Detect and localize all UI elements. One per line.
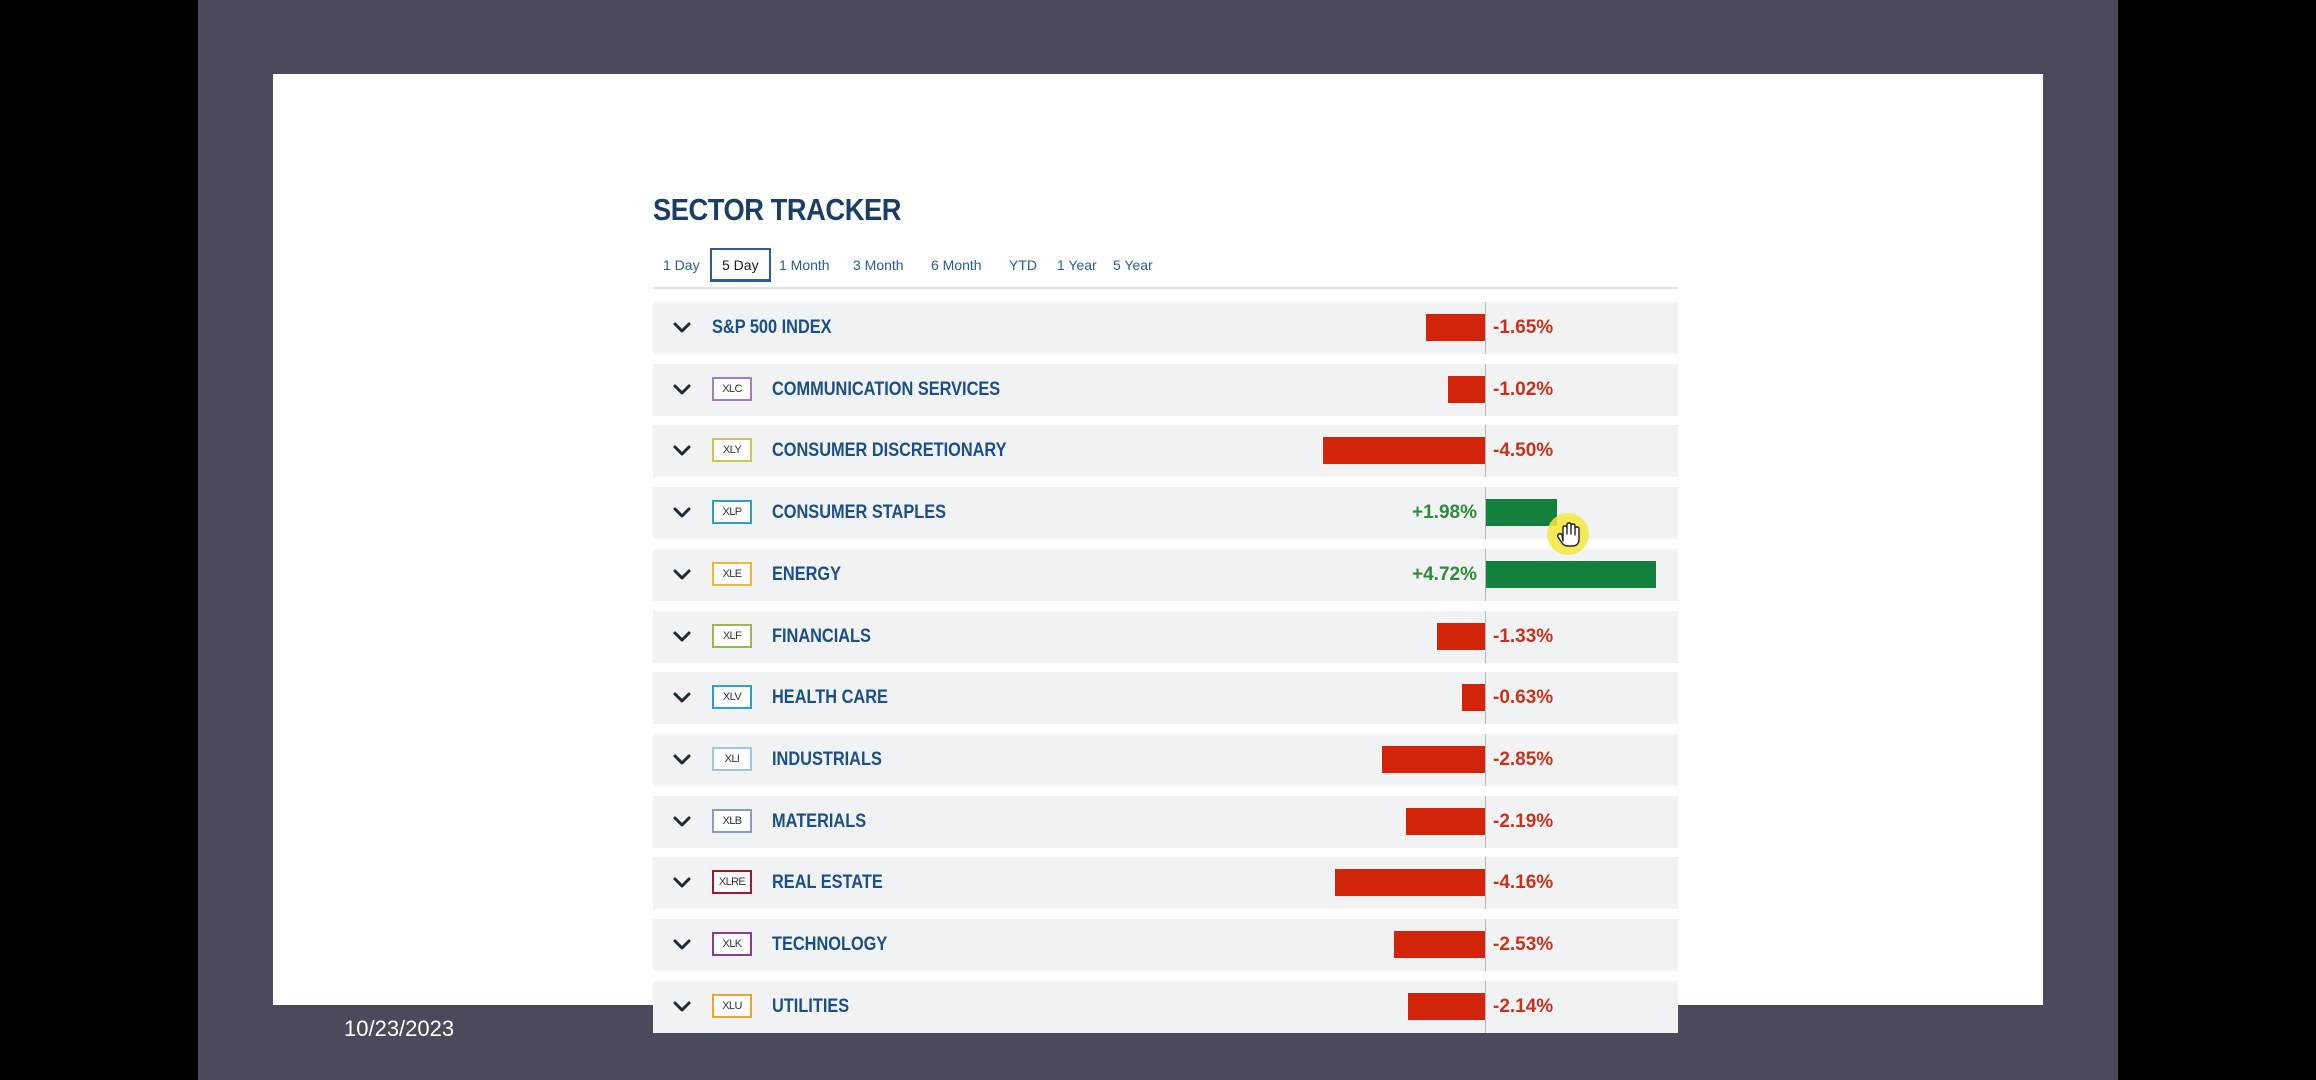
chevron-down-icon[interactable] — [671, 439, 693, 461]
change-bar — [1382, 746, 1485, 773]
presentation-frame: SECTOR TRACKER 1 Day 5 Day 1 Month 3 Month 6… — [198, 0, 2118, 1080]
ticker-badge: XLY — [712, 438, 752, 462]
change-bar — [1407, 993, 1485, 1020]
zero-axis-line — [1485, 796, 1486, 848]
chevron-down-icon[interactable] — [671, 563, 693, 585]
chevron-down-icon[interactable] — [671, 625, 693, 647]
period-tabs: 1 Day 5 Day 1 Month 3 Month 6 Month YTD 1 Year… — [653, 247, 1678, 289]
zero-axis-line — [1485, 487, 1486, 539]
change-percent: -2.53% — [1493, 934, 1554, 955]
change-percent: -1.33% — [1493, 626, 1554, 647]
ticker-badge: XLU — [712, 994, 752, 1018]
zero-axis-line — [1485, 425, 1486, 477]
sector-name: CONSUMER STAPLES — [772, 502, 947, 523]
sector-row-consumer-discretionary[interactable]: XLY CONSUMER DISCRETIONARY -4.50% — [653, 425, 1678, 477]
sector-name: ENERGY — [772, 564, 842, 585]
change-percent: -1.65% — [1493, 317, 1554, 338]
change-percent: -2.85% — [1493, 749, 1554, 770]
change-percent: -0.63% — [1493, 687, 1554, 708]
tab-3-month[interactable]: 3 Month — [853, 257, 904, 273]
change-bar — [1462, 684, 1485, 711]
zero-axis-line — [1485, 857, 1486, 909]
sector-name: MATERIALS — [772, 811, 867, 832]
sector-row-real-estate[interactable]: XLRE REAL ESTATE -4.16% — [653, 857, 1678, 909]
sector-name: TECHNOLOGY — [772, 934, 888, 955]
chevron-down-icon[interactable] — [671, 933, 693, 955]
sector-row-sandp-500-index[interactable]: S&P 500 INDEX -1.65% — [653, 302, 1678, 354]
sector-row-utilities[interactable]: XLU UTILITIES -2.14% — [653, 981, 1678, 1033]
chevron-down-icon[interactable] — [671, 810, 693, 832]
change-percent: -1.02% — [1493, 379, 1554, 400]
ticker-badge: XLV — [712, 685, 752, 709]
ticker-badge: XLK — [712, 932, 752, 956]
change-percent: -4.16% — [1493, 872, 1554, 893]
change-percent: -2.19% — [1493, 811, 1554, 832]
sector-name: UTILITIES — [772, 996, 850, 1017]
ticker-badge: XLI — [712, 747, 752, 771]
hand-cursor-icon — [1547, 513, 1589, 555]
chevron-down-icon[interactable] — [671, 748, 693, 770]
sector-row-industrials[interactable]: XLI INDUSTRIALS -2.85% — [653, 734, 1678, 786]
ticker-badge: XLRE — [712, 870, 752, 894]
tab-1-month[interactable]: 1 Month — [779, 257, 830, 273]
chevron-down-icon[interactable] — [671, 995, 693, 1017]
tab-6-month[interactable]: 6 Month — [931, 257, 982, 273]
ticker-badge: XLC — [712, 377, 752, 401]
change-bar — [1335, 869, 1485, 896]
tab-5-year[interactable]: 5 Year — [1113, 257, 1153, 273]
sector-name: COMMUNICATION SERVICES — [772, 379, 1001, 400]
change-bar — [1323, 437, 1485, 464]
zero-axis-line — [1485, 302, 1486, 354]
change-bar — [1425, 314, 1485, 341]
change-bar — [1486, 561, 1656, 588]
chevron-down-icon[interactable] — [671, 378, 693, 400]
change-percent: -2.14% — [1493, 996, 1554, 1017]
sector-row-technology[interactable]: XLK TECHNOLOGY -2.53% — [653, 919, 1678, 971]
chevron-down-icon[interactable] — [671, 501, 693, 523]
chevron-down-icon[interactable] — [671, 686, 693, 708]
sector-name: HEALTH CARE — [772, 687, 888, 708]
tab-1-year[interactable]: 1 Year — [1057, 257, 1097, 273]
zero-axis-line — [1485, 981, 1486, 1033]
slide-date: 10/23/2023 — [344, 1016, 455, 1041]
ticker-badge: XLF — [712, 624, 752, 648]
change-bar — [1486, 499, 1558, 526]
chevron-down-icon[interactable] — [671, 316, 693, 338]
sector-row-financials[interactable]: XLF FINANCIALS -1.33% — [653, 611, 1678, 663]
sector-name: INDUSTRIALS — [772, 749, 882, 770]
zero-axis-line — [1485, 734, 1486, 786]
ticker-badge: XLE — [712, 562, 752, 586]
ticker-badge: XLP — [712, 500, 752, 524]
change-percent: -4.50% — [1493, 440, 1554, 461]
zero-axis-line — [1485, 611, 1486, 663]
tracker-title: SECTOR TRACKER — [653, 192, 901, 227]
change-bar — [1406, 808, 1485, 835]
zero-axis-line — [1485, 672, 1486, 724]
tab-1-day[interactable]: 1 Day — [663, 257, 700, 273]
zero-axis-line — [1485, 364, 1486, 416]
change-percent: +4.72% — [1412, 564, 1477, 585]
sector-row-consumer-staples[interactable]: XLP CONSUMER STAPLES +1.98% — [653, 487, 1678, 539]
sector-row-communication-services[interactable]: XLC COMMUNICATION SERVICES -1.02% — [653, 364, 1678, 416]
change-bar — [1437, 623, 1485, 650]
slide-canvas: SECTOR TRACKER 1 Day 5 Day 1 Month 3 Month 6… — [273, 74, 2043, 1033]
sector-name: REAL ESTATE — [772, 872, 883, 893]
tab-ytd[interactable]: YTD — [1009, 257, 1037, 273]
ticker-badge: XLB — [712, 809, 752, 833]
change-bar — [1448, 376, 1485, 403]
sector-row-energy[interactable]: XLE ENERGY +4.72% — [653, 549, 1678, 601]
change-bar — [1393, 931, 1485, 958]
chevron-down-icon[interactable] — [671, 871, 693, 893]
sector-row-materials[interactable]: XLB MATERIALS -2.19% — [653, 796, 1678, 848]
zero-axis-line — [1485, 549, 1486, 601]
sector-row-health-care[interactable]: XLV HEALTH CARE -0.63% — [653, 672, 1678, 724]
change-percent: +1.98% — [1412, 502, 1477, 523]
sector-name: FINANCIALS — [772, 626, 871, 647]
tab-5-day[interactable]: 5 Day — [710, 248, 771, 282]
zero-axis-line — [1485, 919, 1486, 971]
sector-name: CONSUMER DISCRETIONARY — [772, 440, 1007, 461]
sector-name: S&P 500 INDEX — [712, 317, 832, 338]
